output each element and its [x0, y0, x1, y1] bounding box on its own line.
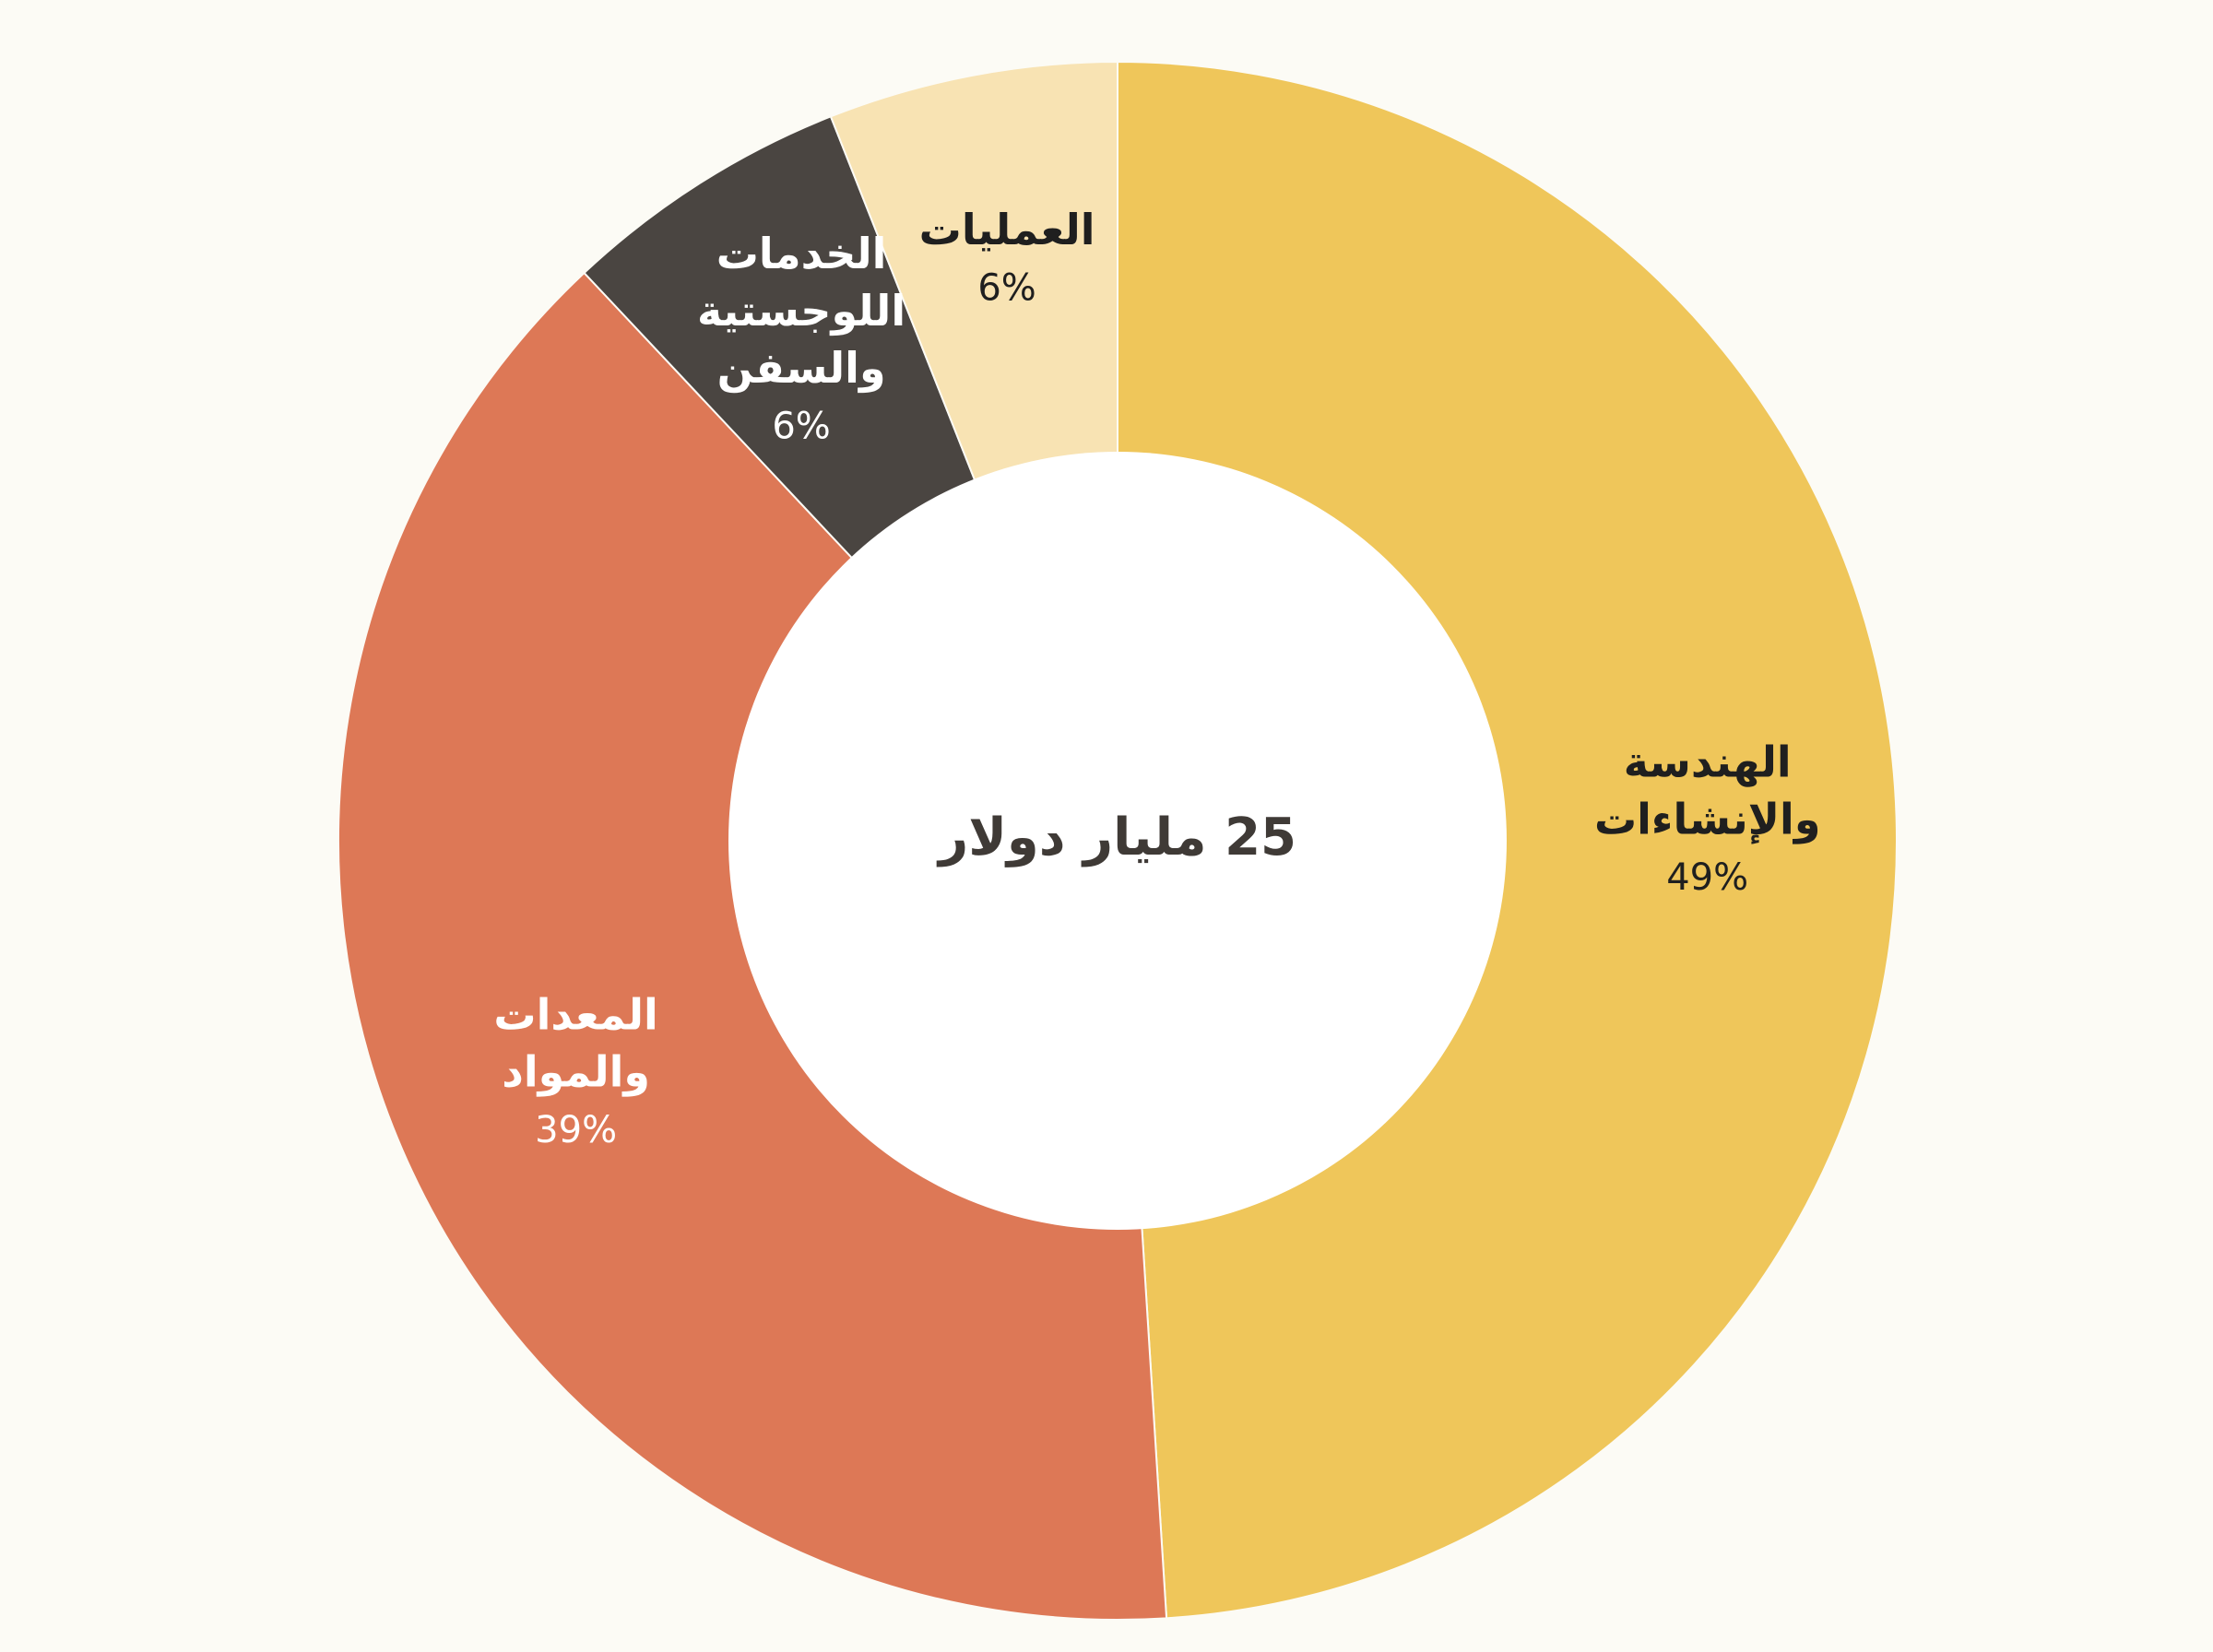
slice-label-3: العمليات 6%	[919, 205, 1095, 309]
slice-labels: الهندسة والإنشاءات 49% المعدات والمواد 39% الخ…	[493, 205, 1820, 1151]
donut-slices	[337, 60, 1898, 1621]
slice-label-line-1-1: والمواد	[502, 1047, 650, 1097]
slice-label-0: الهندسة والإنشاءات 49%	[1594, 737, 1820, 899]
slice-label-line-3-0: العمليات	[919, 205, 1095, 254]
slice-value-label-2: 6%	[772, 406, 830, 448]
slice-value-label-1: 39%	[535, 1109, 617, 1151]
slice-value-label-0: 49%	[1666, 856, 1748, 899]
slice-label-line-2-1: اللوجستية	[697, 286, 905, 336]
slice-label-1: المعدات والمواد 39%	[493, 990, 657, 1152]
slice-value-label-3: 6%	[977, 266, 1035, 309]
donut-hole	[728, 452, 1507, 1230]
slice-label-2: الخدمات اللوجستية والسفن 6%	[697, 229, 905, 448]
slice-label-line-0-1: والإنشاءات	[1594, 794, 1820, 844]
slice-label-line-0-0: الهندسة	[1624, 737, 1792, 786]
slice-0	[1117, 60, 1898, 1620]
slice-label-line-2-0: الخدمات	[716, 229, 887, 278]
slice-label-line-2-2: والسفن	[717, 343, 886, 393]
slice-label-line-1-0: المعدات	[493, 990, 657, 1040]
center-total-label: 25 مليار دولار	[936, 808, 1296, 867]
